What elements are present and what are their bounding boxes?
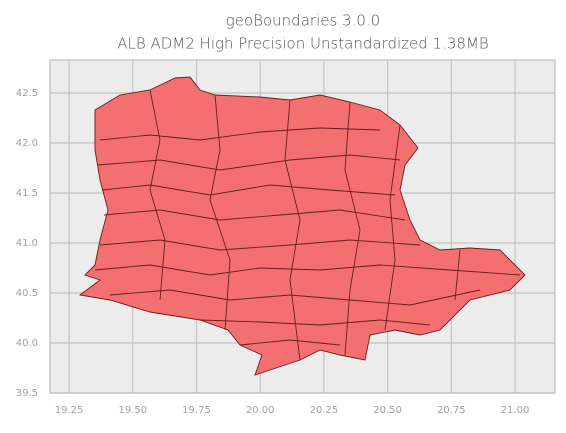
chart-title: geoBoundaries 3.0.0 <box>226 12 380 30</box>
chart-subtitle: ALB ADM2 High Precision Unstandardized 1… <box>117 35 488 53</box>
x-tick-label: 20.00 <box>246 405 275 416</box>
x-tick-label: 20.75 <box>437 405 466 416</box>
y-tick-label: 41.5 <box>16 188 38 199</box>
y-tick-label: 40.0 <box>16 338 38 349</box>
y-tick-label: 42.5 <box>16 88 38 99</box>
x-tick-label: 21.00 <box>501 405 530 416</box>
y-tick-label: 42.0 <box>16 138 38 149</box>
country-outline <box>78 76 526 376</box>
x-tick-label: 19.25 <box>55 405 84 416</box>
district-borders <box>94 89 521 361</box>
map-shape <box>78 76 526 376</box>
y-tick-label: 41.0 <box>16 238 38 249</box>
y-tick-label: 39.5 <box>16 388 38 399</box>
plot-frame <box>49 59 556 394</box>
x-tick-label: 19.75 <box>182 405 211 416</box>
x-tick-label: 20.50 <box>373 405 402 416</box>
x-tick-label: 20.25 <box>310 405 339 416</box>
y-tick-label: 40.5 <box>16 288 38 299</box>
x-tick-label: 19.50 <box>118 405 147 416</box>
